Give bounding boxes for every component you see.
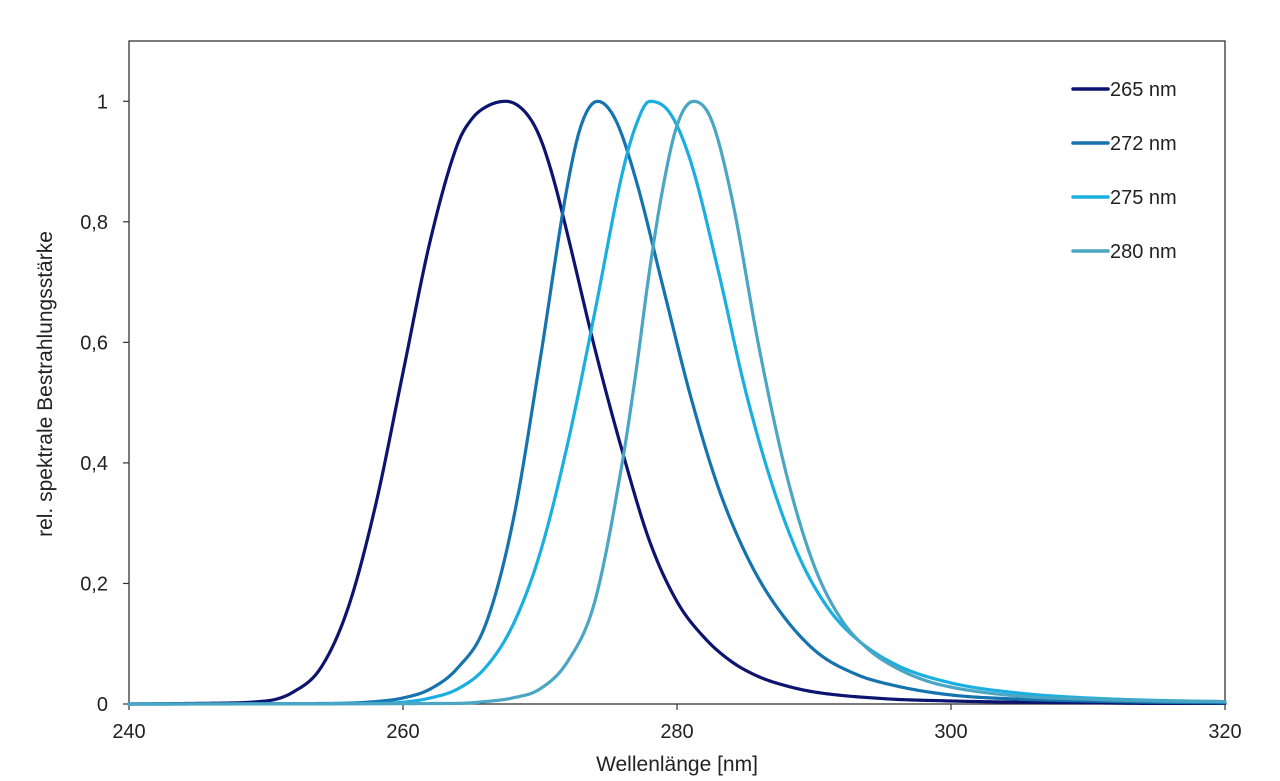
y-tick-label: 1 [97, 91, 108, 113]
x-axis-title: Wellenlänge [nm] [596, 753, 758, 776]
series-line-1 [127, 99, 1227, 706]
legend: 265 nm 272 nm 275 nm 280 nm [1071, 79, 1177, 263]
x-tick-label: 300 [934, 721, 967, 743]
x-tick-label: 320 [1208, 721, 1241, 743]
y-tick-label: 0,8 [80, 212, 108, 234]
x-tick-label: 260 [386, 721, 419, 743]
x-tick-label: 240 [112, 721, 145, 743]
legend-label: 275 nm [1110, 187, 1177, 209]
y-tick-label: 0,2 [80, 573, 108, 595]
series-line-4 [127, 99, 1227, 706]
y-tick-label: 0,6 [80, 332, 108, 354]
legend-label: 265 nm [1110, 79, 1177, 101]
legend-label: 280 nm [1110, 241, 1177, 263]
legend-label: 272 nm [1110, 133, 1177, 155]
plot-area [128, 40, 1226, 705]
y-tick-label: 0 [97, 694, 108, 716]
x-tick-label: 280 [660, 721, 693, 743]
y-axis-ticks: 0 0,2 0,4 0,6 0,8 1 [80, 91, 129, 716]
y-tick-label: 0,4 [80, 453, 108, 475]
x-axis-ticks: 240 260 280 300 320 [112, 704, 1242, 743]
y-axis-title: rel. spektrale Bestrahlungsstärke [34, 231, 57, 537]
series-layer [127, 99, 1227, 706]
